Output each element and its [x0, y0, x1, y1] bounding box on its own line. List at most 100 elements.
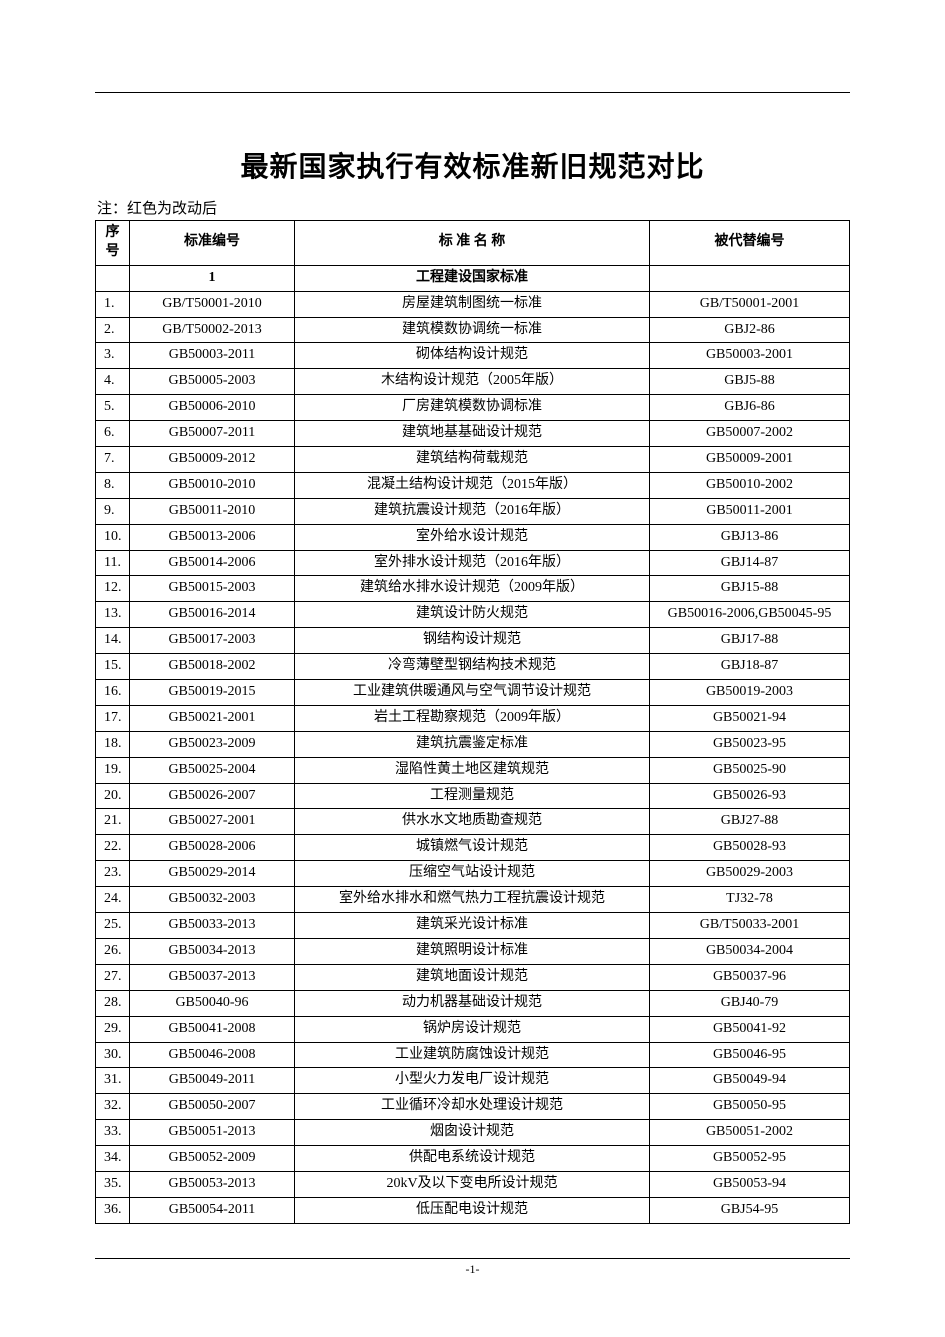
row-replaced: GB50007-2002 — [650, 421, 850, 447]
row-index: 23. — [96, 861, 130, 887]
row-replaced: GB50049-94 — [650, 1068, 850, 1094]
table-row: 32.GB50050-2007工业循环冷却水处理设计规范GB50050-95 — [96, 1094, 850, 1120]
row-replaced: GBJ27-88 — [650, 809, 850, 835]
row-code: GB50054-2011 — [130, 1197, 295, 1223]
row-replaced: GBJ54-95 — [650, 1197, 850, 1223]
row-name: 钢结构设计规范 — [295, 628, 650, 654]
section-blank2 — [650, 265, 850, 291]
section-row: 1 工程建设国家标准 — [96, 265, 850, 291]
row-index: 35. — [96, 1171, 130, 1197]
row-index: 6. — [96, 421, 130, 447]
row-code: GB50003-2011 — [130, 343, 295, 369]
table-row: 28.GB50040-96动力机器基础设计规范GBJ40-79 — [96, 990, 850, 1016]
row-index: 20. — [96, 783, 130, 809]
row-index: 3. — [96, 343, 130, 369]
row-index: 16. — [96, 680, 130, 706]
row-replaced: TJ32-78 — [650, 887, 850, 913]
row-code: GB50019-2015 — [130, 680, 295, 706]
row-replaced: GB/T50001-2001 — [650, 291, 850, 317]
table-row: 1.GB/T50001-2010房屋建筑制图统一标准GB/T50001-2001 — [96, 291, 850, 317]
row-name: 混凝土结构设计规范（2015年版） — [295, 472, 650, 498]
table-row: 34.GB50052-2009供配电系统设计规范GB50052-95 — [96, 1146, 850, 1172]
row-replaced: GBJ40-79 — [650, 990, 850, 1016]
row-name: 烟囱设计规范 — [295, 1120, 650, 1146]
table-row: 14.GB50017-2003钢结构设计规范GBJ17-88 — [96, 628, 850, 654]
page-title: 最新国家执行有效标准新旧规范对比 — [95, 145, 850, 185]
row-code: GB50032-2003 — [130, 887, 295, 913]
row-replaced: GB50041-92 — [650, 1016, 850, 1042]
row-replaced: GB50046-95 — [650, 1042, 850, 1068]
row-index: 18. — [96, 731, 130, 757]
table-row: 6.GB50007-2011建筑地基基础设计规范GB50007-2002 — [96, 421, 850, 447]
row-index: 15. — [96, 654, 130, 680]
row-index: 27. — [96, 964, 130, 990]
table-row: 20.GB50026-2007工程测量规范GB50026-93 — [96, 783, 850, 809]
row-code: GB50011-2010 — [130, 498, 295, 524]
row-name: 冷弯薄壁型钢结构技术规范 — [295, 654, 650, 680]
row-code: GB50009-2012 — [130, 447, 295, 473]
row-code: GB50033-2013 — [130, 913, 295, 939]
table-row: 26.GB50034-2013建筑照明设计标准GB50034-2004 — [96, 938, 850, 964]
row-code: GB50041-2008 — [130, 1016, 295, 1042]
row-index: 34. — [96, 1146, 130, 1172]
row-index: 31. — [96, 1068, 130, 1094]
row-name: 室外排水设计规范（2016年版） — [295, 550, 650, 576]
table-row: 22.GB50028-2006城镇燃气设计规范GB50028-93 — [96, 835, 850, 861]
table-row: 23.GB50029-2014压缩空气站设计规范GB50029-2003 — [96, 861, 850, 887]
header-name: 标 准 名 称 — [295, 221, 650, 266]
section-num: 1 — [130, 265, 295, 291]
row-replaced: GBJ14-87 — [650, 550, 850, 576]
row-name: 建筑地基基础设计规范 — [295, 421, 650, 447]
row-replaced: GB50026-93 — [650, 783, 850, 809]
row-index: 33. — [96, 1120, 130, 1146]
row-name: 建筑抗震鉴定标准 — [295, 731, 650, 757]
table-row: 15.GB50018-2002冷弯薄壁型钢结构技术规范GBJ18-87 — [96, 654, 850, 680]
row-replaced: GB50019-2003 — [650, 680, 850, 706]
row-replaced: GBJ18-87 — [650, 654, 850, 680]
row-replaced: GBJ15-88 — [650, 576, 850, 602]
row-replaced: GB/T50033-2001 — [650, 913, 850, 939]
row-replaced: GB50023-95 — [650, 731, 850, 757]
table-row: 3.GB50003-2011砌体结构设计规范GB50003-2001 — [96, 343, 850, 369]
table-header-row: 序号 标准编号 标 准 名 称 被代替编号 — [96, 221, 850, 266]
header-rule — [95, 92, 850, 93]
table-row: 9.GB50011-2010建筑抗震设计规范（2016年版）GB50011-20… — [96, 498, 850, 524]
row-code: GB50026-2007 — [130, 783, 295, 809]
row-code: GB50040-96 — [130, 990, 295, 1016]
row-index: 22. — [96, 835, 130, 861]
row-index: 24. — [96, 887, 130, 913]
row-index: 13. — [96, 602, 130, 628]
row-replaced: GB50029-2003 — [650, 861, 850, 887]
row-index: 17. — [96, 705, 130, 731]
table-row: 4.GB50005-2003木结构设计规范（2005年版）GBJ5-88 — [96, 369, 850, 395]
row-code: GB50049-2011 — [130, 1068, 295, 1094]
row-index: 30. — [96, 1042, 130, 1068]
row-code: GB50046-2008 — [130, 1042, 295, 1068]
row-index: 4. — [96, 369, 130, 395]
row-code: GB50025-2004 — [130, 757, 295, 783]
row-name: 建筑抗震设计规范（2016年版） — [295, 498, 650, 524]
row-index: 8. — [96, 472, 130, 498]
table-row: 21.GB50027-2001供水水文地质勘查规范GBJ27-88 — [96, 809, 850, 835]
row-index: 14. — [96, 628, 130, 654]
row-replaced: GB50037-96 — [650, 964, 850, 990]
row-replaced: GB50034-2004 — [650, 938, 850, 964]
row-code: GB50005-2003 — [130, 369, 295, 395]
row-index: 10. — [96, 524, 130, 550]
row-replaced: GB50016-2006,GB50045-95 — [650, 602, 850, 628]
row-code: GB50017-2003 — [130, 628, 295, 654]
row-index: 32. — [96, 1094, 130, 1120]
row-replaced: GB50003-2001 — [650, 343, 850, 369]
table-row: 10.GB50013-2006室外给水设计规范GBJ13-86 — [96, 524, 850, 550]
row-index: 36. — [96, 1197, 130, 1223]
row-replaced: GBJ5-88 — [650, 369, 850, 395]
table-row: 17.GB50021-2001岩土工程勘察规范（2009年版）GB50021-9… — [96, 705, 850, 731]
table-row: 25.GB50033-2013建筑采光设计标准GB/T50033-2001 — [96, 913, 850, 939]
row-code: GB/T50002-2013 — [130, 317, 295, 343]
row-code: GB50051-2013 — [130, 1120, 295, 1146]
row-code: GB50028-2006 — [130, 835, 295, 861]
row-name: 压缩空气站设计规范 — [295, 861, 650, 887]
table-row: 27.GB50037-2013建筑地面设计规范GB50037-96 — [96, 964, 850, 990]
row-replaced: GB50021-94 — [650, 705, 850, 731]
row-index: 29. — [96, 1016, 130, 1042]
